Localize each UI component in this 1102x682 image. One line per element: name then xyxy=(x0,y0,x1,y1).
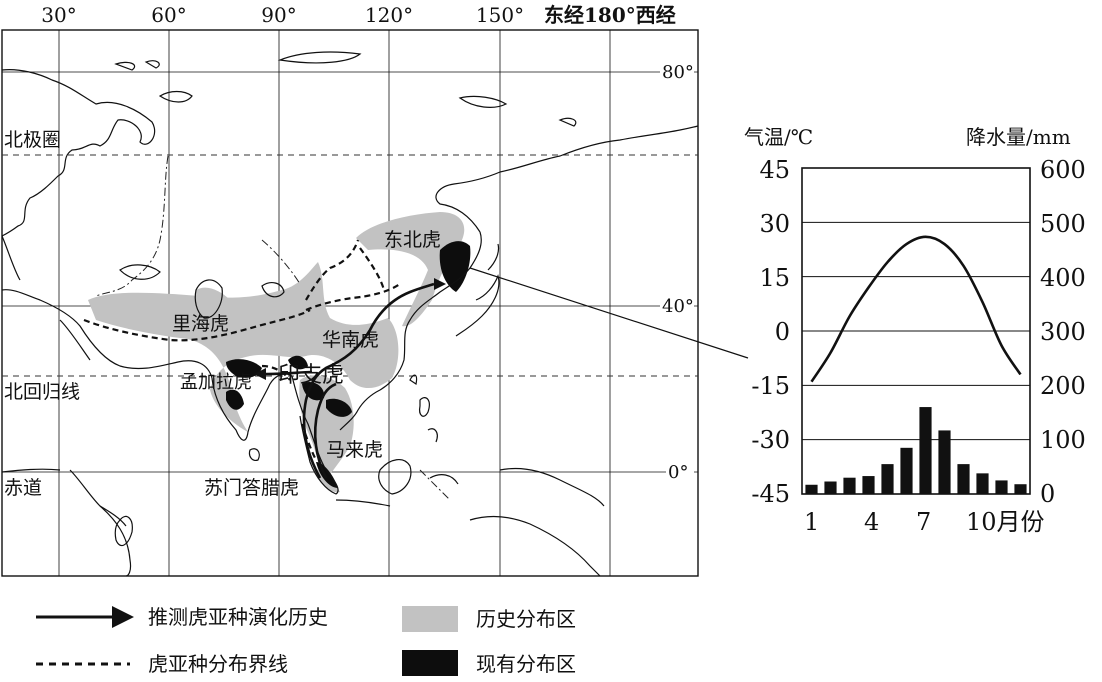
temp-tick: -30 xyxy=(751,426,790,454)
chart-frame xyxy=(801,167,1031,495)
legend-boundary: 虎亚种分布界线 xyxy=(36,652,288,676)
lon-60: 60° xyxy=(151,3,186,27)
precip-tick: 0 xyxy=(1040,480,1055,508)
parallel-names: 北极圈 北回归线 赤道 xyxy=(4,129,80,499)
precip-tick: 500 xyxy=(1040,210,1086,238)
temp-tick: 15 xyxy=(759,264,790,292)
sumatran-tiger-label: 苏门答腊虎 xyxy=(204,477,299,499)
equator-label: 赤道 xyxy=(4,477,42,499)
bengal-tiger-label: 孟加拉虎 xyxy=(180,372,252,393)
precip-bar xyxy=(881,464,894,494)
precip-bar xyxy=(957,464,970,494)
latitude-labels: 80° 40° 0° xyxy=(660,60,694,483)
precip-tick: 400 xyxy=(1040,264,1086,292)
special-parallels xyxy=(2,154,698,377)
legend-current-label: 现有分布区 xyxy=(476,652,576,676)
legend-arrow-head xyxy=(112,606,134,628)
legend-black-swatch xyxy=(402,650,458,676)
precip-bar xyxy=(824,481,837,494)
lat-80: 80° xyxy=(662,62,694,83)
current-areas xyxy=(226,241,471,488)
caspian-tiger-label: 里海虎 xyxy=(172,313,229,335)
precip-bar xyxy=(976,473,989,494)
amur-tiger-label: 东北虎 xyxy=(384,229,441,251)
map: 30° 60° 90° 120° 150° 东经180°西经 80° 40° 0… xyxy=(1,3,749,577)
precip-bar xyxy=(919,407,932,494)
temp-tick: -45 xyxy=(751,480,790,508)
precip-bar xyxy=(1014,484,1027,494)
temp-tick-labels: 45 30 15 0 -15 -30 -45 xyxy=(751,156,790,508)
lon-150: 150° xyxy=(476,3,524,27)
tropic-label: 北回归线 xyxy=(4,381,80,403)
climate-chart: 气温/℃ 降水量/mm 45 30 15 0 -15 -30 -45 600 5… xyxy=(744,125,1086,536)
temp-tick: 0 xyxy=(775,318,790,346)
month-tick: 7 xyxy=(916,508,931,536)
temp-tick: -15 xyxy=(751,372,790,400)
legend-historical-label: 历史分布区 xyxy=(476,607,576,631)
precip-bar xyxy=(900,447,913,494)
legend-historical: 历史分布区 xyxy=(402,606,576,632)
longitude-labels: 30° 60° 90° 120° 150° xyxy=(41,3,524,27)
south-china-tiger-label: 华南虎 xyxy=(322,329,379,351)
temp-axis-title: 气温/℃ xyxy=(744,125,813,149)
precip-bar xyxy=(995,480,1008,494)
precip-bar xyxy=(862,476,875,494)
lat-0: 0° xyxy=(668,462,688,483)
malayan-tiger-label: 马来虎 xyxy=(326,439,383,461)
lon-30: 30° xyxy=(41,3,76,27)
month-tick: 4 xyxy=(864,508,879,536)
precip-tick: 200 xyxy=(1040,372,1086,400)
indochinese-tiger-label: 印支虎 xyxy=(278,363,344,388)
lat-40: 40° xyxy=(662,296,694,317)
legend-current: 现有分布区 xyxy=(402,650,576,676)
temp-tick: 45 xyxy=(759,156,790,184)
precip-axis-title: 降水量/mm xyxy=(966,125,1071,149)
precip-bar xyxy=(843,477,856,494)
month-tick: 1 xyxy=(804,508,819,536)
precip-tick-labels: 600 500 400 300 200 100 0 xyxy=(1040,156,1086,508)
precip-tick: 300 xyxy=(1040,318,1086,346)
lon-180-label: 东经180°西经 xyxy=(544,3,676,27)
legend-gray-swatch xyxy=(402,606,458,632)
coastlines xyxy=(1,51,699,577)
connector-line xyxy=(469,267,749,359)
precip-bar xyxy=(805,484,818,494)
lon-90: 90° xyxy=(261,3,296,27)
legend: 推测虎亚种演化历史 虎亚种分布界线 历史分布区 现有分布区 xyxy=(36,605,576,676)
temp-tick: 30 xyxy=(759,210,790,238)
borders xyxy=(95,155,451,501)
legend-evolution: 推测虎亚种演化历史 xyxy=(36,605,328,629)
legend-boundary-label: 虎亚种分布界线 xyxy=(148,652,288,676)
precip-tick: 600 xyxy=(1040,156,1086,184)
precip-bars xyxy=(805,407,1027,494)
legend-evolution-label: 推测虎亚种演化历史 xyxy=(148,605,328,629)
arrow-heads xyxy=(254,278,446,380)
precip-bar xyxy=(938,430,951,494)
lon-120: 120° xyxy=(365,3,413,27)
month-tick: 10月份 xyxy=(966,508,1045,536)
month-tick-labels: 1 4 7 10月份 xyxy=(804,508,1045,536)
chart-gridlines xyxy=(802,221,1030,441)
evolution-arrows xyxy=(265,282,435,479)
arctic-circle-label: 北极圈 xyxy=(4,129,61,151)
meridians xyxy=(58,30,611,576)
temperature-curve xyxy=(810,235,1022,383)
precip-tick: 100 xyxy=(1040,426,1086,454)
subspecies-labels: 东北虎 里海虎 华南虎 孟加拉虎 印支虎 马来虎 苏门答腊虎 xyxy=(172,229,441,499)
